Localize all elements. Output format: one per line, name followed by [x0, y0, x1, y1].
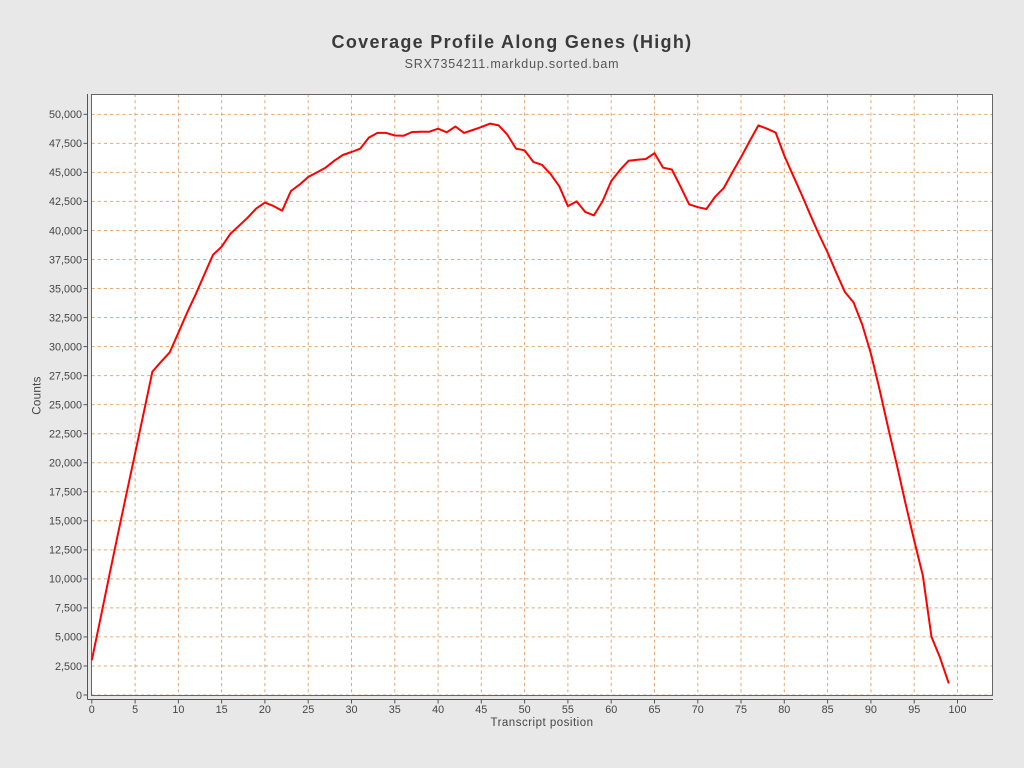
svg-text:35,000: 35,000 — [49, 283, 82, 295]
svg-text:45,000: 45,000 — [49, 167, 82, 179]
svg-text:70: 70 — [692, 704, 704, 716]
svg-text:30: 30 — [345, 704, 357, 716]
svg-text:37,500: 37,500 — [49, 254, 82, 266]
svg-text:SRX7354211.markdup.sorted.bam: SRX7354211.markdup.sorted.bam — [405, 57, 620, 71]
svg-text:50: 50 — [519, 704, 531, 716]
svg-text:100: 100 — [948, 704, 966, 716]
svg-text:15: 15 — [216, 704, 228, 716]
svg-text:45: 45 — [475, 704, 487, 716]
svg-text:15,000: 15,000 — [49, 516, 82, 528]
svg-text:Counts: Counts — [31, 376, 44, 415]
svg-text:17,500: 17,500 — [49, 487, 82, 499]
svg-text:75: 75 — [735, 704, 747, 716]
svg-text:65: 65 — [648, 704, 660, 716]
svg-text:5,000: 5,000 — [55, 632, 82, 644]
svg-text:47,500: 47,500 — [49, 138, 82, 150]
svg-text:27,500: 27,500 — [49, 370, 82, 382]
svg-text:32,500: 32,500 — [49, 312, 82, 324]
svg-text:22,500: 22,500 — [49, 429, 82, 441]
svg-text:30,000: 30,000 — [49, 341, 82, 353]
svg-text:25,000: 25,000 — [49, 400, 82, 412]
svg-text:2,500: 2,500 — [55, 661, 82, 673]
svg-text:90: 90 — [865, 704, 877, 716]
svg-text:25: 25 — [302, 704, 314, 716]
svg-text:20,000: 20,000 — [49, 458, 82, 470]
svg-text:Coverage Profile Along Genes (: Coverage Profile Along Genes (High) — [332, 32, 693, 52]
svg-text:7,500: 7,500 — [55, 603, 82, 615]
svg-text:0: 0 — [76, 690, 82, 702]
svg-text:35: 35 — [389, 704, 401, 716]
svg-text:85: 85 — [822, 704, 834, 716]
svg-text:5: 5 — [132, 704, 138, 716]
svg-text:40: 40 — [432, 704, 444, 716]
svg-text:95: 95 — [908, 704, 920, 716]
svg-text:12,500: 12,500 — [49, 545, 82, 557]
svg-text:60: 60 — [605, 704, 617, 716]
svg-text:40,000: 40,000 — [49, 225, 82, 237]
svg-text:80: 80 — [778, 704, 790, 716]
svg-text:55: 55 — [562, 704, 574, 716]
svg-text:50,000: 50,000 — [49, 109, 82, 121]
svg-text:20: 20 — [259, 704, 271, 716]
svg-text:42,500: 42,500 — [49, 196, 82, 208]
svg-text:0: 0 — [89, 704, 95, 716]
svg-text:10: 10 — [172, 704, 184, 716]
svg-text:10,000: 10,000 — [49, 574, 82, 586]
svg-text:Transcript position: Transcript position — [490, 717, 593, 729]
